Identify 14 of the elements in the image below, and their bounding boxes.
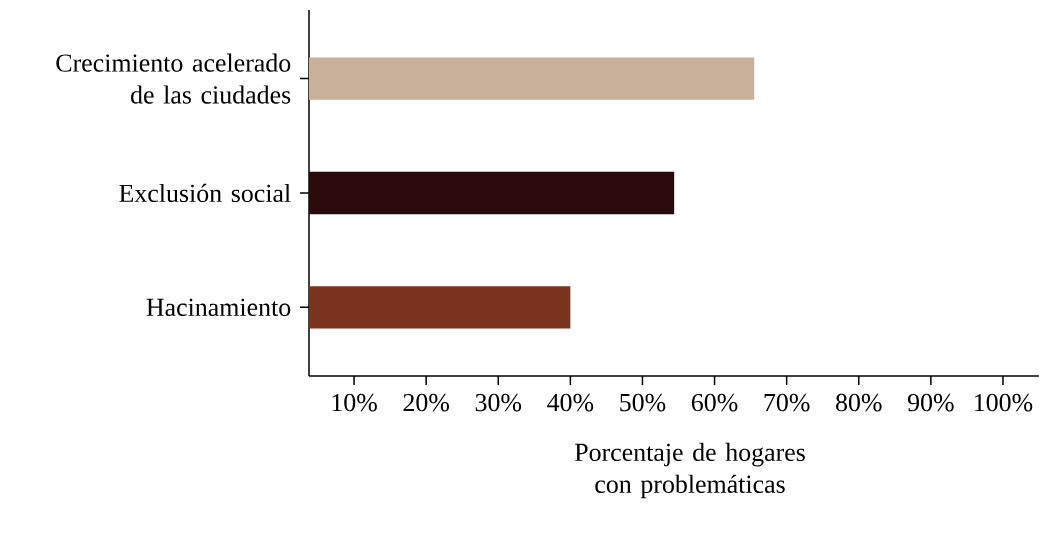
y-tick-label: Crecimiento acelerado de las ciudades xyxy=(56,53,291,104)
x-tick-label: 30% xyxy=(475,393,522,412)
x-tick-label: 60% xyxy=(691,393,738,412)
x-tick-label: 10% xyxy=(332,393,377,412)
x-tick-label: 70% xyxy=(764,393,810,412)
x-tick-label: 50% xyxy=(620,393,666,412)
y-tick-label: Hacinamiento xyxy=(146,298,291,317)
x-tick-label: 80% xyxy=(836,393,882,412)
x-tick-label: 100% xyxy=(975,393,1033,412)
y-tick-label: Exclusión social xyxy=(119,183,291,203)
x-tick-label: 20% xyxy=(403,393,450,412)
x-tick-label: 40% xyxy=(547,393,594,412)
x-axis-title: Porcentaje de hogares con problemáticas xyxy=(574,442,805,499)
x-tick-label: 90% xyxy=(907,393,954,412)
